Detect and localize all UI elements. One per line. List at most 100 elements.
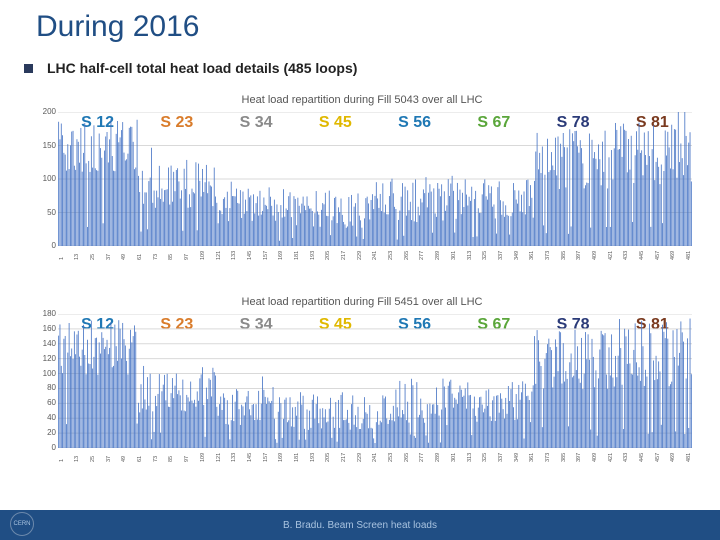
bar [577, 346, 578, 448]
bar [426, 177, 427, 246]
bar [261, 215, 262, 246]
bar [199, 181, 200, 246]
xtick-label: 241 [372, 251, 378, 260]
bar [232, 395, 233, 448]
bar [500, 393, 501, 448]
xtick-label: 169 [278, 453, 284, 462]
bar [678, 366, 679, 448]
xtick-label: 253 [388, 251, 394, 260]
bar [312, 211, 313, 246]
bar [213, 368, 214, 448]
bar [94, 357, 95, 448]
bar [99, 134, 100, 246]
bar [270, 197, 271, 246]
bar [435, 414, 436, 448]
bar [92, 369, 93, 448]
bar [580, 383, 581, 448]
bar [95, 338, 96, 448]
xtick-label: 313 [467, 251, 473, 260]
bar [526, 396, 527, 448]
bar [488, 389, 489, 448]
bar [364, 218, 365, 246]
xtick-label: 145 [247, 251, 253, 260]
bar [382, 395, 383, 448]
bar [74, 331, 75, 448]
bar [121, 358, 122, 448]
bar [209, 378, 210, 448]
bar [690, 319, 691, 448]
bar [260, 191, 261, 246]
bar [487, 406, 488, 448]
chart-1-xticks: 1132537496173859710912113314515716918119… [58, 248, 692, 266]
bar [207, 399, 208, 448]
bar [283, 419, 284, 448]
bar [630, 363, 631, 448]
bar [61, 124, 62, 246]
bar [513, 407, 514, 448]
bar [347, 226, 348, 246]
bar [631, 374, 632, 448]
bar [373, 209, 374, 246]
xtick-label: 337 [498, 251, 504, 260]
bar [669, 386, 670, 448]
bar [158, 197, 159, 246]
bar [139, 412, 140, 448]
bar [579, 379, 580, 448]
bar [278, 412, 279, 448]
bar [623, 429, 624, 448]
bar [660, 184, 661, 246]
bar [145, 399, 146, 448]
bar [518, 385, 519, 448]
bar [130, 330, 131, 448]
bar [313, 395, 314, 448]
bar [287, 422, 288, 448]
xtick-label: 421 [608, 453, 614, 462]
bar [350, 430, 351, 448]
bar [533, 218, 534, 246]
bar [480, 397, 481, 448]
bar [531, 198, 532, 246]
bar [514, 190, 515, 246]
bar [607, 188, 608, 246]
bar [337, 223, 338, 246]
bar [439, 189, 440, 246]
bar [337, 442, 338, 448]
xtick-label: 229 [357, 453, 363, 462]
bar [643, 346, 644, 448]
bar [241, 405, 242, 448]
bar [653, 125, 654, 246]
bar [65, 336, 66, 448]
bar [560, 144, 561, 246]
bar [449, 382, 450, 448]
bar [300, 213, 301, 246]
bar [586, 183, 587, 246]
bar [112, 156, 113, 246]
bar [193, 192, 194, 246]
bar [616, 130, 617, 246]
bar [490, 416, 491, 448]
bar [403, 414, 404, 448]
bar [235, 196, 236, 246]
bar [414, 436, 415, 448]
bar [185, 411, 186, 448]
bar [633, 183, 634, 246]
bar [507, 414, 508, 448]
bar [134, 169, 135, 246]
bar [650, 333, 651, 448]
bar [219, 210, 220, 246]
bar [533, 385, 534, 448]
bar [432, 233, 433, 246]
bar [324, 417, 325, 448]
bar [211, 187, 212, 246]
bar [588, 183, 589, 246]
bar [543, 388, 544, 448]
bar [585, 332, 586, 448]
bar [250, 415, 251, 448]
bar [636, 131, 637, 246]
bar [390, 182, 391, 246]
bar [497, 187, 498, 246]
bar [529, 400, 530, 448]
xtick-label: 469 [670, 453, 676, 462]
bar [179, 181, 180, 246]
bar [331, 438, 332, 448]
